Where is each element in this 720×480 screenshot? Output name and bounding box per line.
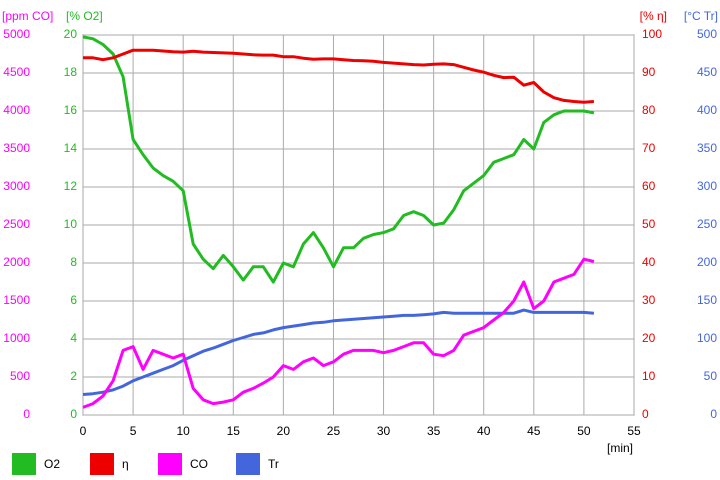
- x-tick-label: 0: [80, 424, 87, 438]
- y-tick-label: 1000: [3, 331, 30, 345]
- y-tick-label: 0: [710, 407, 717, 421]
- y-tick-label: 0: [23, 407, 30, 421]
- y-tick-label: 300: [697, 179, 717, 193]
- x-tick-label: 20: [277, 424, 291, 438]
- y-tick-label: 6: [70, 293, 77, 307]
- y-tick-label: 0: [642, 407, 649, 421]
- y-tick-label: 100: [642, 27, 662, 41]
- series-line: [82, 35, 595, 284]
- y-tick-label: 2500: [3, 217, 30, 231]
- axis-title: [% η]: [640, 9, 667, 23]
- y-tick-label: 500: [10, 369, 30, 383]
- x-tick-label: 5: [130, 424, 137, 438]
- legend-swatch: [90, 453, 114, 475]
- y-tick-label: 200: [697, 255, 717, 269]
- y-tick-label: 4000: [3, 103, 30, 117]
- series-line: [82, 308, 595, 396]
- y-tick-label: 10: [642, 369, 656, 383]
- y-tick-label: 3500: [3, 141, 30, 155]
- y-tick-label: 150: [697, 293, 717, 307]
- y-tick-label: 450: [697, 65, 717, 79]
- y-tick-label: 4500: [3, 65, 30, 79]
- y-tick-label: 3000: [3, 179, 30, 193]
- y-tick-label: 20: [642, 331, 656, 345]
- y-tick-label: 2: [70, 369, 77, 383]
- x-tick-label: 40: [477, 424, 491, 438]
- y-tick-label: 100: [697, 331, 717, 345]
- axis-title: [ppm CO]: [2, 9, 53, 23]
- legend-swatch: [236, 453, 260, 475]
- series-line: [82, 257, 595, 409]
- y-tick-label: 40: [642, 255, 656, 269]
- y-tick-label: 16: [64, 103, 78, 117]
- series-line: [83, 48, 595, 104]
- y-tick-label: 80: [642, 103, 656, 117]
- legend-swatch: [158, 453, 182, 475]
- y-tick-label: 8: [70, 255, 77, 269]
- y-tick-label: 14: [64, 141, 78, 155]
- y-tick-label: 50: [704, 369, 718, 383]
- y-tick-label: 60: [642, 179, 656, 193]
- y-tick-label: 2000: [3, 255, 30, 269]
- y-tick-label: 500: [697, 27, 717, 41]
- legend-label: CO: [190, 457, 208, 471]
- x-tick-label: 35: [427, 424, 441, 438]
- axis-title: [% O2]: [66, 9, 103, 23]
- x-tick-label: 45: [527, 424, 541, 438]
- y-tick-label: 10: [64, 217, 78, 231]
- y-tick-label: 70: [642, 141, 656, 155]
- y-tick-label: 350: [697, 141, 717, 155]
- y-tick-label: 18: [64, 65, 78, 79]
- x-tick-label: 15: [227, 424, 241, 438]
- axis-title: [°C Tr]: [684, 9, 718, 23]
- legend-label: O2: [44, 457, 60, 471]
- x-tick-label: 25: [327, 424, 341, 438]
- y-tick-label: 90: [642, 65, 656, 79]
- legend-label: η: [122, 457, 129, 471]
- y-tick-label: 1500: [3, 293, 30, 307]
- legend-swatch: [12, 453, 36, 475]
- legend-label: Tr: [268, 457, 279, 471]
- y-tick-label: 4: [70, 331, 77, 345]
- y-tick-label: 30: [642, 293, 656, 307]
- x-tick-label: 55: [627, 424, 641, 438]
- x-tick-label: 50: [577, 424, 591, 438]
- x-tick-label: 30: [377, 424, 391, 438]
- x-axis-label: [min]: [607, 441, 633, 455]
- y-tick-label: 12: [64, 179, 78, 193]
- y-tick-label: 0: [70, 407, 77, 421]
- y-tick-label: 400: [697, 103, 717, 117]
- y-tick-label: 20: [64, 27, 78, 41]
- y-tick-label: 5000: [3, 27, 30, 41]
- x-tick-label: 10: [177, 424, 191, 438]
- y-tick-label: 50: [642, 217, 656, 231]
- y-tick-label: 250: [697, 217, 717, 231]
